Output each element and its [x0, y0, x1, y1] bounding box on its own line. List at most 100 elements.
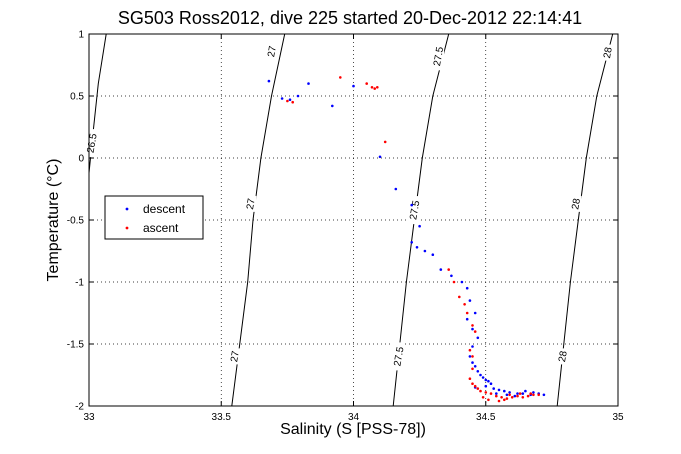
descent-point — [410, 203, 414, 207]
contour-line-27 — [231, 33, 286, 407]
ascent-point — [471, 355, 474, 358]
ascent-point — [529, 392, 532, 395]
ascent-point — [503, 398, 506, 402]
ascent-point — [505, 397, 509, 400]
ascent-point — [518, 392, 522, 395]
descent-point — [516, 392, 519, 395]
descent-point — [471, 327, 474, 331]
ascent-point — [497, 399, 501, 403]
descent-point — [471, 361, 474, 364]
contour-label: 27 — [266, 45, 279, 58]
ascent-series — [286, 76, 540, 403]
ascent-point — [370, 86, 374, 89]
contour-label-bg — [244, 195, 257, 212]
contour-label-bg — [265, 43, 278, 60]
ascent-point — [508, 393, 511, 397]
descent-point — [532, 391, 535, 394]
descent-point — [473, 311, 477, 315]
descent-point — [481, 376, 485, 379]
ascent-point — [516, 394, 519, 398]
contour-label-bg — [432, 42, 445, 71]
descent-point — [439, 268, 443, 271]
contour-label-bg — [408, 196, 421, 225]
descent-point — [495, 392, 498, 395]
descent-point — [489, 382, 493, 386]
contour-label: 28 — [602, 46, 615, 59]
ascent-point — [479, 389, 482, 393]
contour-label-bg — [392, 342, 405, 371]
descent-point — [465, 317, 469, 321]
y-tick-label: 1 — [78, 30, 84, 41]
legend: descent ascent — [104, 195, 204, 240]
descent-point — [267, 79, 271, 83]
ascent-point — [510, 396, 514, 399]
legend-ascent-marker — [125, 226, 129, 230]
descent-point — [450, 274, 453, 278]
ascent-point — [500, 396, 503, 399]
ascent-point — [373, 87, 377, 90]
ascent-point — [463, 303, 466, 306]
descent-point — [352, 84, 355, 88]
descent-point — [394, 187, 398, 191]
y-tick-label: -2 — [75, 402, 84, 413]
descent-point — [524, 389, 527, 393]
descent-point — [484, 384, 488, 388]
x-tick-label: 33.5 — [212, 412, 232, 423]
ascent-point — [473, 384, 477, 388]
descent-point — [431, 253, 435, 256]
ascent-point — [471, 324, 474, 327]
y-tick-label: -0.5 — [67, 216, 85, 227]
ascent-point — [526, 394, 530, 398]
contour-label: 28 — [570, 197, 583, 210]
ascent-point — [452, 280, 456, 284]
y-tick-label: 0 — [78, 154, 84, 165]
descent-point — [378, 155, 382, 159]
descent-point — [296, 94, 300, 98]
descent-point — [503, 389, 506, 393]
ascent-point — [521, 396, 525, 399]
y-tick-label: 0.5 — [70, 92, 84, 103]
descent-point — [479, 373, 482, 377]
contour-label: 27.5 — [432, 46, 446, 68]
y-axis-label: Temperature (°C) — [45, 159, 62, 282]
descent-point — [280, 97, 284, 100]
contour-label: 27 — [229, 350, 242, 363]
descent-point — [460, 280, 464, 284]
legend-box — [104, 195, 204, 240]
x-tick-label: 34 — [348, 412, 360, 423]
ascent-point — [383, 140, 387, 144]
contour-label: 27.5 — [392, 346, 406, 368]
ascent-point — [291, 100, 295, 104]
legend-ascent-label: ascent — [143, 221, 179, 235]
descent-point — [476, 336, 480, 340]
ascent-point — [286, 99, 289, 103]
descent-point — [468, 355, 472, 358]
ascent-point — [495, 394, 498, 398]
contour-line-27-5 — [392, 33, 450, 407]
descent-point — [487, 379, 490, 383]
descent-point — [542, 393, 546, 397]
ascent-point — [532, 393, 535, 397]
ascent-point — [481, 396, 485, 399]
contour-label-bg — [556, 348, 569, 365]
ascent-point — [447, 268, 451, 271]
descent-point — [415, 246, 419, 249]
legend-descent-label: descent — [143, 202, 186, 216]
contour-label: 28 — [557, 350, 570, 363]
contour-label-bg — [569, 195, 582, 212]
descent-point — [471, 345, 474, 348]
ascent-point — [365, 82, 369, 85]
ascent-point — [468, 348, 472, 352]
ascent-point — [471, 367, 474, 371]
descent-point — [513, 394, 517, 398]
descent-point — [497, 388, 501, 392]
descent-point — [505, 393, 509, 397]
ascent-point — [468, 377, 472, 381]
descent-point — [468, 299, 472, 302]
ascent-point — [476, 387, 480, 390]
y-tick-label: -1.5 — [67, 340, 85, 351]
ascent-point — [465, 311, 469, 315]
ascent-point — [339, 76, 342, 79]
x-tick-label: 33 — [83, 412, 95, 423]
ascent-point — [376, 86, 379, 89]
